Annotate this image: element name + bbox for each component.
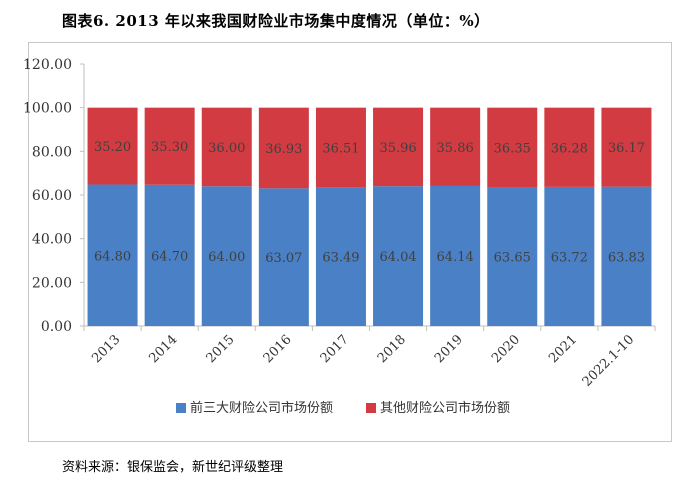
bar-top3-share [544,186,595,326]
bar-top3-share [430,185,481,326]
bar-others-share [315,107,366,188]
data-label: 35.30 [151,140,188,155]
bar-top3-share [601,186,652,326]
legend: 前三大财险公司市场份额 其他财险公司市场份额 [176,400,510,416]
x-tick-label: 2015 [204,332,238,366]
y-tick-label: 100.00 [23,101,72,117]
bar-others-share [601,107,652,187]
chart-title: 图表6. 2013 年以来我国财险业市场集中度情况（单位：%） [62,12,490,30]
data-label: 64.00 [208,250,245,265]
bar-others-share [373,107,424,187]
bar-others-share [87,107,138,185]
data-label: 36.00 [208,141,245,156]
legend-swatch-others [366,403,376,413]
bar-top3-share [373,186,424,326]
bar-others-share [144,107,195,185]
x-tick-label: 2017 [318,332,352,366]
bar-others-share [544,107,595,187]
bar-top3-share [315,187,366,326]
x-tick-label: 2019 [432,332,466,366]
data-label: 36.35 [494,141,531,156]
y-tick-label: 120.00 [23,57,72,73]
data-label: 64.80 [94,249,131,264]
legend-label-top3: 前三大财险公司市场份额 [190,400,333,416]
data-label: 35.86 [437,141,474,156]
bar-others-share [430,107,481,186]
data-label: 35.96 [379,141,416,156]
data-label: 64.04 [379,250,416,265]
chart-frame [28,42,672,442]
bar-top3-share [487,187,538,326]
x-tick-label: 2013 [89,332,123,366]
bar-top3-share [144,184,195,326]
bar-others-share [258,107,309,189]
data-label: 63.65 [494,251,531,266]
y-tick-label: 0.00 [41,319,72,335]
x-tick-label: 2016 [261,332,295,366]
legend-swatch-top3 [176,403,186,413]
data-label: 63.72 [551,250,588,265]
y-tick-label: 60.00 [32,188,72,204]
data-label: 63.83 [608,250,645,265]
x-tick-label: 2022.1-10 [580,332,638,390]
y-tick-label: 40.00 [32,232,72,248]
bar-top3-share [201,186,252,326]
x-tick-label: 2020 [489,332,523,366]
data-label: 36.93 [265,142,302,157]
bar-top3-share [87,184,138,326]
y-tick-label: 20.00 [32,275,72,291]
y-tick-label: 80.00 [32,144,72,160]
data-label: 63.49 [322,251,359,266]
x-tick-label: 2021 [546,332,580,366]
data-label: 63.07 [265,251,302,266]
bars [87,107,652,326]
x-tick-label: 2018 [375,332,409,366]
data-labels: 64.80 35.20 64.70 35.30 64.00 36.00 63.07 36.93… [94,140,645,266]
data-label: 36.17 [608,141,645,156]
source-note: 资料来源：银保监会，新世纪评级整理 [62,460,284,475]
x-tick-label: 2014 [146,332,180,366]
data-label: 64.70 [151,249,188,264]
data-label: 64.14 [437,250,474,265]
data-label: 36.51 [322,142,359,157]
bar-others-share [487,107,538,188]
bar-others-share [201,107,252,187]
data-label: 35.20 [94,140,131,155]
legend-label-others: 其他财险公司市场份额 [380,400,510,416]
bar-top3-share [258,188,309,326]
data-label: 36.28 [551,141,588,156]
